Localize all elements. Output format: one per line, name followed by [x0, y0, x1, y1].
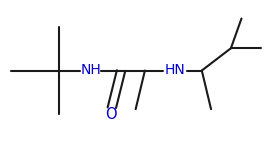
Text: NH: NH	[80, 63, 101, 77]
Text: O: O	[105, 107, 116, 122]
Text: HN: HN	[165, 63, 186, 77]
